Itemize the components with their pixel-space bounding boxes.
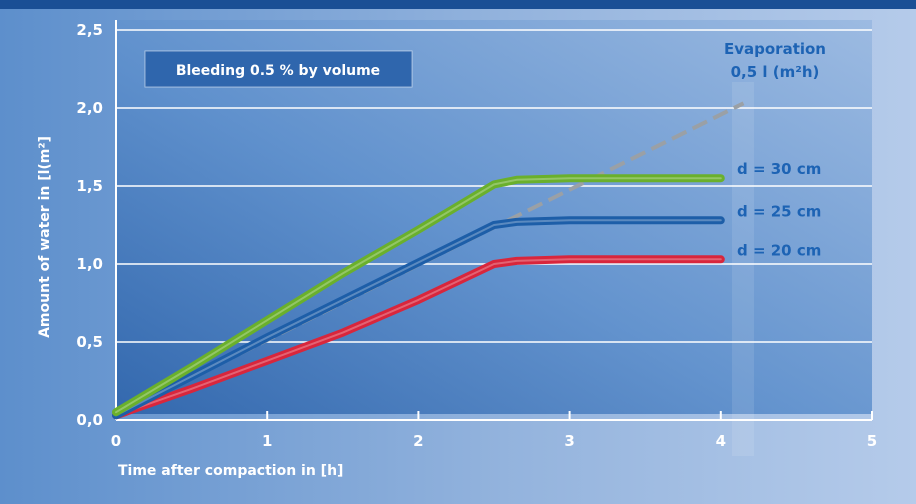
y-tick-label: 1,0 [76, 255, 103, 273]
evaporation-label: 0,5 l (m²h) [731, 63, 820, 81]
y-tick-label: 0,5 [76, 333, 103, 351]
info-box-text: Bleeding 0.5 % by volume [176, 63, 380, 79]
x-tick-label: 2 [413, 432, 423, 450]
y-tick-label: 1,5 [76, 177, 103, 195]
evaporation-label-shade [732, 82, 754, 456]
series-lines [112, 101, 745, 420]
info-box: Bleeding 0.5 % by volume [144, 50, 413, 88]
info-box-background [144, 50, 413, 88]
series-label: d = 20 cm [737, 241, 821, 259]
evaporation-label: Evaporation [724, 40, 826, 58]
series-highlight [115, 177, 722, 414]
series-labels: d = 30 cm d = 25 cm d = 20 cm Evaporation 0,… [724, 40, 826, 259]
y-tick-label: 2,0 [76, 99, 103, 117]
series-line-d-20-cm [112, 255, 725, 420]
series-highlight [115, 219, 722, 417]
series-line-d-25-cm [112, 216, 725, 420]
x-axis-title: Time after compaction in [h] [118, 463, 343, 479]
y-axis-ticks: 0,0 0,5 1,0 1,5 2,0 2,5 [76, 21, 103, 429]
y-axis-title: Amount of water in [l(m²] [37, 136, 53, 338]
x-tick-label: 0 [111, 432, 121, 450]
series-label: d = 25 cm [737, 202, 821, 220]
series-label: d = 30 cm [737, 160, 821, 178]
top-band [0, 0, 916, 9]
y-tick-label: 2,5 [76, 21, 103, 39]
x-tick-label: 3 [564, 432, 574, 450]
x-tick-label: 1 [262, 432, 272, 450]
series-line-d-30-cm [112, 174, 725, 417]
y-tick-label: 0,0 [76, 411, 103, 429]
series-highlight [115, 258, 722, 417]
x-tick-label: 5 [867, 432, 877, 450]
x-tick-label: 4 [716, 432, 726, 450]
